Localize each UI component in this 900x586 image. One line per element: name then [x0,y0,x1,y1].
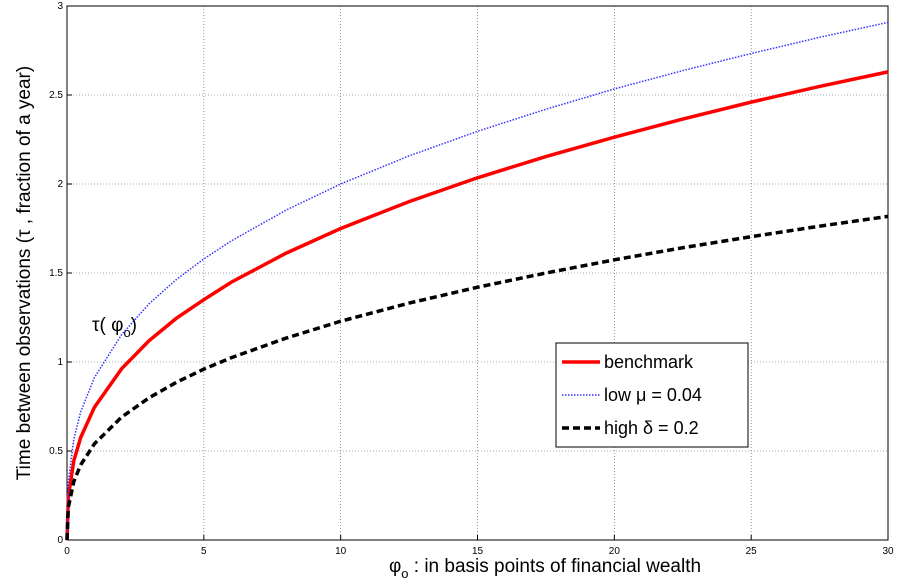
x-tick-label: 0 [64,546,70,557]
annotation-text: τ( φ [92,315,123,336]
y-tick-label: 3 [57,1,63,12]
series-line [66,21,889,541]
y-axis-label: Time between observations (τ , fraction … [14,66,35,480]
x-tick-label: 15 [472,546,484,557]
y-tick-label: 0.5 [49,446,63,457]
x-tick-label: 30 [882,546,894,557]
annotation-subscript: o [123,325,130,340]
legend-label: high δ = 0.2 [604,418,699,438]
y-tick-label: 2.5 [49,90,63,101]
x-label-subscript: o [401,566,408,581]
y-tick-label: 0 [57,535,63,546]
series-line [65,70,889,541]
x-label-symbol: φ [389,556,401,577]
legend-label: benchmark [604,352,694,372]
y-tick-label: 2 [57,179,63,190]
x-tick-label: 5 [201,546,207,557]
x-tick-label: 20 [609,546,621,557]
legend-label: low μ = 0.04 [604,385,702,405]
x-label-text: : in basis points of financial wealth [409,556,702,577]
y-tick-label: 1 [57,357,63,368]
series-line [65,214,889,541]
annotation: τ( φo) [92,315,137,340]
y-tick-label: 1.5 [49,268,63,279]
annotation-close: ) [131,315,137,336]
x-tick-label: 10 [335,546,347,557]
x-axis-label: φo : in basis points of financial wealth [389,556,701,581]
plot-frame [66,5,889,541]
x-tick-label: 25 [746,546,758,557]
